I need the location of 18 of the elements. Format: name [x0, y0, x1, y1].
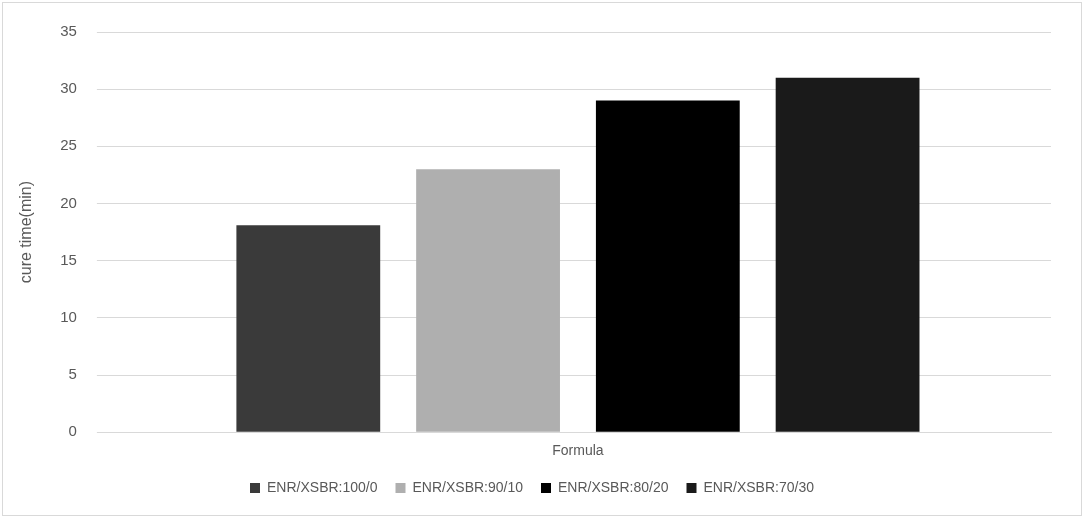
bar [236, 225, 381, 432]
bar [595, 100, 740, 432]
legend-label: ENR/XSBR:90/10 [412, 478, 524, 495]
legend-label: ENR/XSBR:100/0 [267, 478, 378, 495]
y-tick-label: 15 [60, 250, 77, 268]
y-axis-title: cure time(min) [17, 180, 35, 284]
y-tick-label: 35 [60, 22, 77, 40]
y-tick-label: 30 [60, 79, 77, 97]
y-tick-label: 5 [68, 365, 77, 383]
legend-label: ENR/XSBR:80/20 [558, 478, 669, 495]
x-tick-label: Formula [552, 442, 604, 459]
y-tick-label: 0 [68, 422, 77, 440]
y-tick-label: 10 [60, 308, 77, 325]
bar [775, 77, 920, 432]
y-tick-label: 25 [60, 136, 77, 154]
bar [416, 169, 560, 432]
y-tick-label: 20 [60, 193, 77, 211]
legend-label: ENR/XSBR:70/30 [703, 478, 815, 495]
